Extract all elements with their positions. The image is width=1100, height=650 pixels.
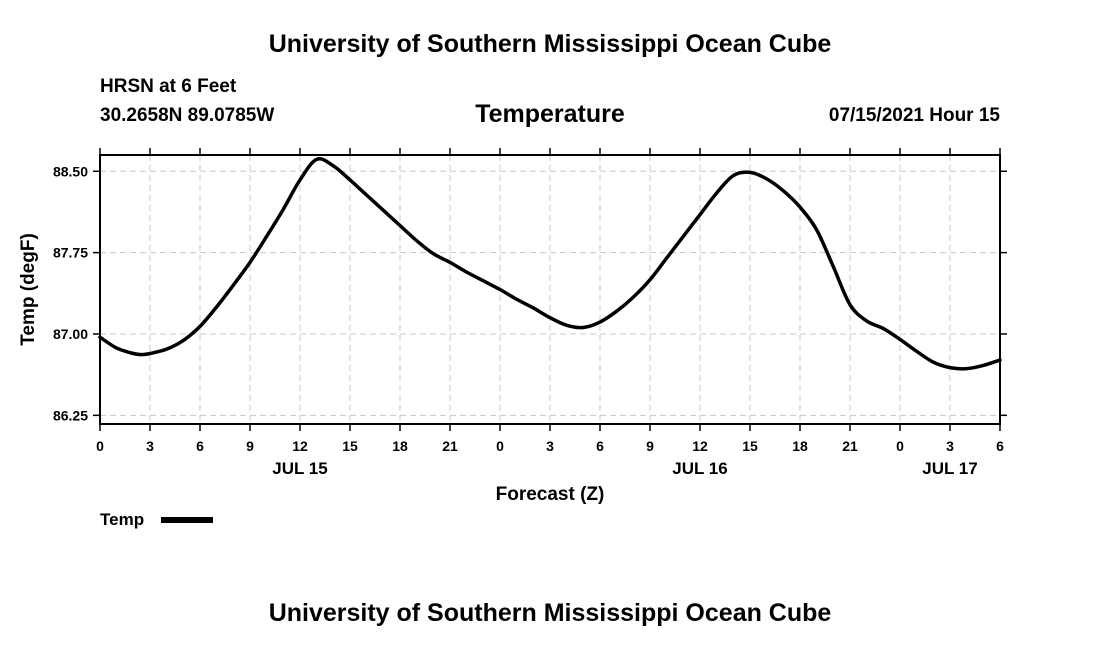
axis-tick-labels: 0 3 6 9 12 15 18 21 0 3 6 9 12 15 18 21 0 3 6 JUL 15 JUL 16 J…	[53, 163, 1004, 478]
x-tick-label: 0	[496, 438, 504, 454]
station-label: HRSN at 6 Feet	[100, 76, 237, 97]
x-date-label: JUL 16	[672, 459, 727, 478]
y-tick-label: 86.25	[53, 407, 88, 423]
x-tick-label: 0	[896, 438, 904, 454]
x-tick-label: 15	[742, 438, 758, 454]
forecast-date-hour: 07/15/2021 Hour 15	[828, 105, 1000, 126]
grid-lines	[100, 155, 1000, 424]
y-tick-label: 87.00	[53, 326, 88, 342]
x-axis-title: Forecast (Z)	[496, 484, 605, 505]
x-tick-label: 18	[792, 438, 808, 454]
legend-swatch	[161, 517, 213, 523]
x-tick-label: 6	[196, 438, 204, 454]
legend-label: Temp	[100, 510, 144, 529]
x-tick-label: 3	[146, 438, 154, 454]
x-tick-label: 6	[596, 438, 604, 454]
x-tick-label: 15	[342, 438, 358, 454]
x-tick-label: 21	[442, 438, 458, 454]
x-date-label: JUL 17	[922, 459, 977, 478]
x-tick-label: 6	[996, 438, 1004, 454]
axis-ticks	[93, 148, 1007, 431]
y-tick-label: 87.75	[53, 245, 88, 261]
org-title-bottom: University of Southern Mississippi Ocean…	[268, 599, 832, 627]
y-tick-label: 88.50	[53, 163, 88, 179]
x-tick-label: 9	[646, 438, 654, 454]
x-date-label: JUL 15	[272, 459, 327, 478]
y-axis-title: Temp (degF)	[18, 233, 39, 346]
x-tick-label: 12	[692, 438, 708, 454]
x-tick-label: 3	[546, 438, 554, 454]
station-coordinates: 30.2658N 89.0785W	[100, 105, 275, 126]
x-tick-label: 0	[96, 438, 104, 454]
x-tick-label: 12	[292, 438, 308, 454]
org-title-top: University of Southern Mississippi Ocean…	[268, 30, 832, 58]
x-tick-label: 21	[842, 438, 858, 454]
x-tick-label: 9	[246, 438, 254, 454]
x-tick-label: 18	[392, 438, 408, 454]
chart-title: Temperature	[475, 100, 625, 128]
temp-series-line	[98, 157, 1002, 371]
x-tick-label: 3	[946, 438, 954, 454]
